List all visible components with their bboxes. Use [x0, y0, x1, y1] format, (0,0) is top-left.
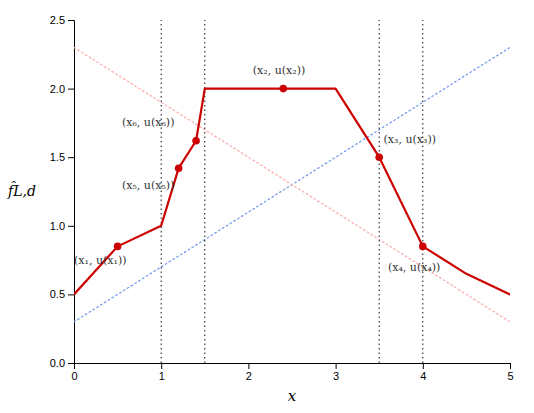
marked-point [114, 243, 122, 251]
y-axis-tick-label: 2.0 [50, 83, 65, 95]
y-axis-tick-label: 0.5 [50, 288, 65, 300]
annotation: (x₅, u(x₅)) [122, 179, 174, 192]
annotation: (x₃, u(x₃)) [384, 133, 436, 146]
y-axis-tick: 0.5 [50, 288, 74, 300]
y-axis-tick-mark [68, 226, 74, 227]
y-axis-title: f̂L,d [7, 181, 36, 198]
x-axis-tick-mark [423, 363, 424, 369]
marked-point [419, 243, 427, 251]
x-axis-tick-label: 3 [333, 370, 339, 382]
x-axis-tick-label: 4 [420, 370, 426, 382]
y-axis-tick-mark [68, 89, 74, 90]
plot-area [74, 20, 510, 363]
curve [74, 89, 510, 295]
x-axis-tick-mark [336, 363, 337, 369]
dotted-line [74, 47, 510, 321]
vertical-line [379, 20, 380, 363]
annotation: (x₄, u(x₄)) [388, 261, 440, 274]
x-axis-tick: 3 [333, 363, 339, 382]
marked-point [175, 164, 183, 172]
y-axis-line [68, 21, 75, 364]
y-axis-tick-mark [68, 20, 74, 21]
y-axis-tick-label: 2.5 [50, 14, 65, 26]
vertical-line [422, 20, 423, 363]
y-axis-tick-mark [68, 363, 74, 364]
vertical-line [204, 20, 205, 363]
y-axis-tick-label: 1.0 [50, 220, 65, 232]
y-axis-tick-label: 1.5 [50, 151, 65, 163]
x-axis-tick-label: 0 [71, 370, 77, 382]
x-axis-title: x [288, 387, 297, 405]
y-axis-tick-mark [68, 157, 74, 158]
x-axis-tick: 0 [71, 363, 77, 382]
annotation: (x₂, u(x₂)) [253, 64, 305, 77]
x-axis-tick-label: 2 [246, 370, 252, 382]
y-axis-tick-label: 0.0 [50, 357, 65, 369]
chart: 0 1 2 3 4 5 0.0 0.5 1.0 1.5 2.0 2.5 (x₁, u(x₁)) (x₅, … [0, 0, 534, 413]
x-axis-tick-label: 1 [159, 370, 165, 382]
y-axis-tick: 0.0 [50, 357, 74, 369]
y-axis-tick-mark [68, 294, 74, 295]
dotted-line [74, 47, 510, 321]
x-axis-tick-mark [248, 363, 249, 369]
x-axis-tick: 5 [507, 363, 513, 382]
y-axis-tick: 1.5 [50, 151, 74, 163]
x-axis-line [75, 364, 511, 370]
annotation: (x₁, u(x₁)) [74, 254, 126, 267]
x-axis: 0 1 2 3 4 5 [71, 363, 513, 382]
x-axis-tick-mark [161, 363, 162, 369]
x-axis-tick-label: 5 [507, 370, 513, 382]
x-axis-tick: 4 [420, 363, 426, 382]
x-axis-tick: 1 [159, 363, 165, 382]
marked-point [279, 85, 287, 93]
y-axis-tick: 1.0 [50, 220, 74, 232]
x-axis-tick-mark [510, 363, 511, 369]
marked-point [192, 137, 200, 145]
annotations: (x₁, u(x₁)) (x₅, u(x₅)) (x₆, u(x₆)) (x₂, u(… [74, 64, 440, 274]
y-axis: 0.0 0.5 1.0 1.5 2.0 2.5 [50, 14, 75, 369]
y-axis-tick: 2.0 [50, 83, 74, 95]
marked-point [375, 153, 383, 161]
annotation: (x₆, u(x₆)) [122, 116, 174, 129]
x-axis-tick: 2 [246, 363, 252, 382]
y-axis-tick: 2.5 [50, 14, 74, 26]
